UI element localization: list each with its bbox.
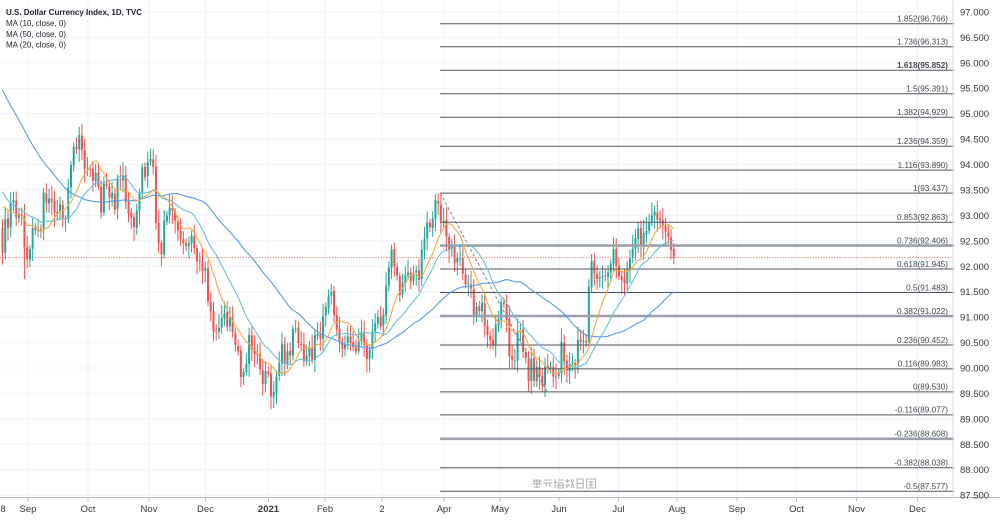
svg-text:90.500: 90.500	[960, 338, 989, 349]
svg-text:Feb: Feb	[317, 504, 333, 515]
svg-text:95.500: 95.500	[960, 84, 989, 95]
svg-text:-0.5(87.577): -0.5(87.577)	[903, 482, 948, 491]
svg-text:8: 8	[0, 504, 5, 515]
svg-text:-0.116(89.077): -0.116(89.077)	[895, 406, 948, 415]
svg-text:Jul: Jul	[612, 504, 624, 515]
svg-text:1.852(96.766): 1.852(96.766)	[897, 15, 948, 24]
svg-text:91.000: 91.000	[960, 313, 989, 324]
svg-text:MA (20, close, 0): MA (20, close, 0)	[6, 41, 66, 50]
svg-text:Sep: Sep	[729, 504, 746, 515]
svg-text:1.618(95.852): 1.618(95.852)	[897, 61, 948, 70]
svg-text:Nov: Nov	[848, 504, 865, 515]
svg-text:1.5(95.391): 1.5(95.391)	[906, 85, 948, 94]
svg-text:96.500: 96.500	[960, 33, 989, 44]
svg-text:0.382(91.022): 0.382(91.022)	[897, 307, 948, 316]
svg-text:0.736(92.406): 0.736(92.406)	[897, 236, 948, 245]
svg-text:92.000: 92.000	[960, 262, 989, 273]
svg-text:0(89.530): 0(89.530)	[913, 383, 948, 392]
svg-text:Apr: Apr	[437, 504, 452, 515]
svg-text:Aug: Aug	[669, 504, 686, 515]
svg-text:Sep: Sep	[20, 504, 37, 515]
svg-text:88.500: 88.500	[960, 440, 989, 451]
svg-text:-0.382(88.038): -0.382(88.038)	[894, 459, 948, 468]
svg-text:1.736(96.313): 1.736(96.313)	[897, 38, 948, 47]
svg-text:Dec: Dec	[909, 504, 926, 515]
svg-text:89.500: 89.500	[960, 389, 989, 400]
svg-text:91.500: 91.500	[960, 287, 989, 298]
svg-text:Jun: Jun	[551, 504, 566, 515]
svg-text:MA (10, close, 0): MA (10, close, 0)	[6, 19, 66, 28]
svg-text:U.S. Dollar Currency Index, 1D: U.S. Dollar Currency Index, 1D, TVC	[6, 8, 142, 17]
svg-text:Dec: Dec	[197, 504, 214, 515]
svg-text:0.853(92.863): 0.853(92.863)	[897, 213, 948, 222]
svg-text:94.000: 94.000	[960, 160, 989, 171]
svg-text:87.500: 87.500	[960, 491, 989, 502]
svg-text:1.236(94.359): 1.236(94.359)	[897, 137, 948, 146]
svg-text:0.236(90.452): 0.236(90.452)	[897, 336, 948, 345]
svg-text:96.000: 96.000	[960, 58, 989, 69]
svg-text:Oct: Oct	[789, 504, 804, 515]
svg-text:Oct: Oct	[81, 504, 96, 515]
svg-text:94.500: 94.500	[960, 135, 989, 146]
svg-text:2: 2	[379, 504, 384, 515]
svg-text:Nov: Nov	[141, 504, 158, 515]
svg-text:93.000: 93.000	[960, 211, 989, 222]
svg-text:89.000: 89.000	[960, 414, 989, 425]
svg-text:0.116(89.983): 0.116(89.983)	[898, 360, 949, 369]
svg-text:0.618(91.945): 0.618(91.945)	[897, 260, 948, 269]
svg-text:95.000: 95.000	[960, 109, 989, 120]
svg-text:-0.236(88.608): -0.236(88.608)	[894, 430, 948, 439]
svg-text:May: May	[491, 504, 509, 515]
svg-text:97.000: 97.000	[960, 7, 989, 18]
svg-text:1(93.437): 1(93.437)	[913, 184, 948, 193]
svg-text:88.000: 88.000	[960, 465, 989, 476]
svg-text:90.000: 90.000	[960, 364, 989, 375]
svg-text:92.500: 92.500	[960, 236, 989, 247]
svg-text:1.382(94.929): 1.382(94.929)	[897, 108, 948, 117]
svg-text:2021: 2021	[258, 504, 280, 515]
svg-text:MA (50, close, 0): MA (50, close, 0)	[6, 30, 66, 39]
svg-text:93.500: 93.500	[960, 185, 989, 196]
svg-text:0.5(91.483): 0.5(91.483)	[906, 283, 948, 292]
svg-text:1.116(93.890): 1.116(93.890)	[898, 161, 949, 170]
